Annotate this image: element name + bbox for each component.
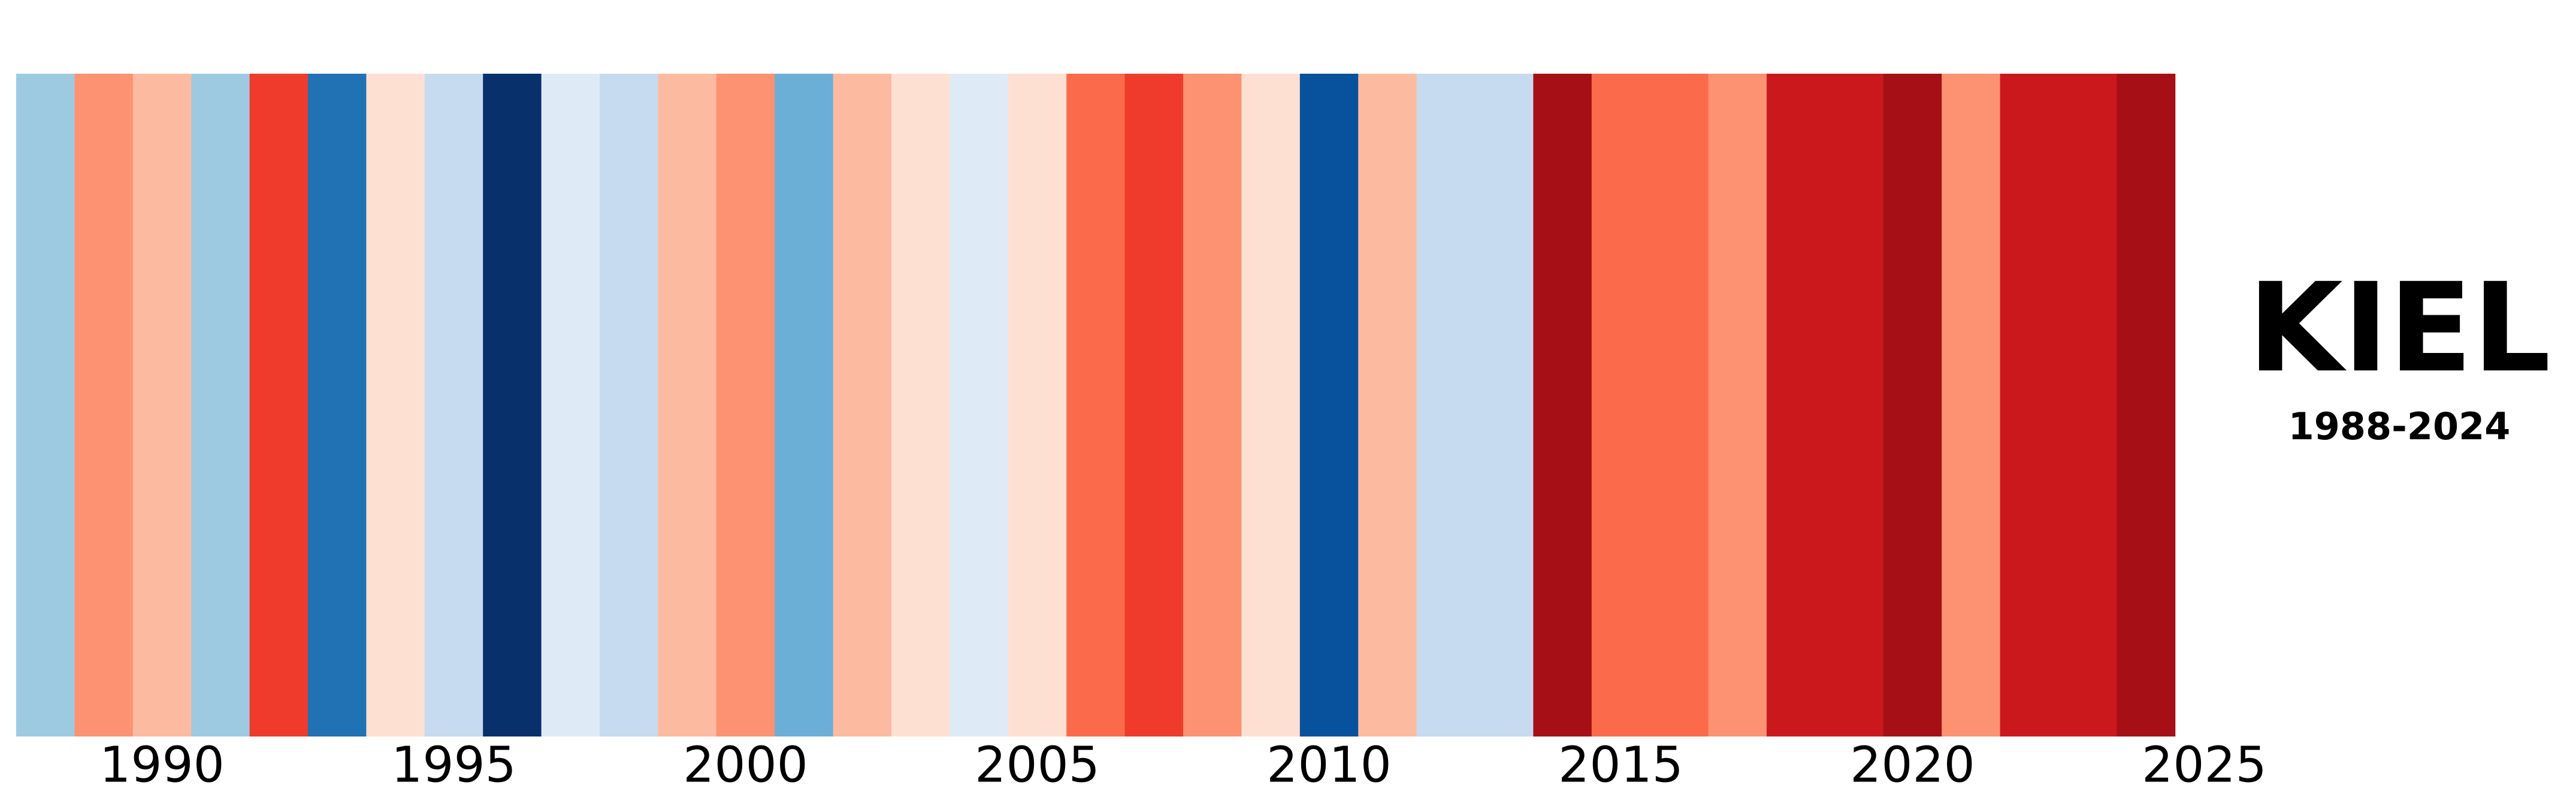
stripe	[600, 74, 658, 736]
stripe	[424, 74, 483, 736]
stripe	[1883, 74, 1942, 736]
stripe	[716, 74, 775, 736]
stripe	[541, 74, 600, 736]
x-tick-label: 1990	[99, 736, 225, 793]
x-tick-label: 2020	[1850, 736, 1975, 793]
stripe	[1008, 74, 1067, 736]
stripe	[1241, 74, 1301, 736]
stripe	[308, 74, 367, 736]
chart-subtitle: 1988-2024	[2288, 405, 2511, 448]
stripe	[1825, 74, 1884, 736]
stripe	[891, 74, 950, 736]
stripe	[1533, 74, 1592, 736]
stripe	[1650, 74, 1709, 736]
x-tick-label: 1995	[391, 736, 516, 793]
stripe	[191, 74, 250, 736]
stripe	[2000, 74, 2059, 736]
stripe	[833, 74, 892, 736]
x-tick-label: 2015	[1558, 736, 1683, 793]
stripe	[2117, 74, 2176, 736]
stripe	[1066, 74, 1126, 736]
stripe	[1767, 74, 1825, 736]
stripe	[16, 74, 75, 736]
stripe	[1299, 74, 1359, 736]
stripe	[1708, 74, 1767, 736]
x-tick-label: 2005	[975, 736, 1100, 793]
stripe	[74, 74, 134, 736]
stripe	[366, 74, 425, 736]
chart-title: KIEL	[2248, 257, 2551, 400]
stripe	[1183, 74, 1242, 736]
stripe	[1591, 74, 1650, 736]
stripe	[483, 74, 542, 736]
x-tick-label: 2010	[1266, 736, 1392, 793]
stripe	[658, 74, 717, 736]
stripe	[1124, 74, 1184, 736]
stripe	[1475, 74, 1534, 736]
stripe	[132, 74, 192, 736]
stripe	[2058, 74, 2117, 736]
x-tick-label: 2025	[2142, 736, 2267, 793]
stripe	[1416, 74, 1476, 736]
stripe	[775, 74, 834, 736]
stripe	[950, 74, 1009, 736]
stripe	[1358, 74, 1417, 736]
stripe	[249, 74, 309, 736]
stripe	[1942, 74, 2001, 736]
x-tick-label: 2000	[683, 736, 808, 793]
